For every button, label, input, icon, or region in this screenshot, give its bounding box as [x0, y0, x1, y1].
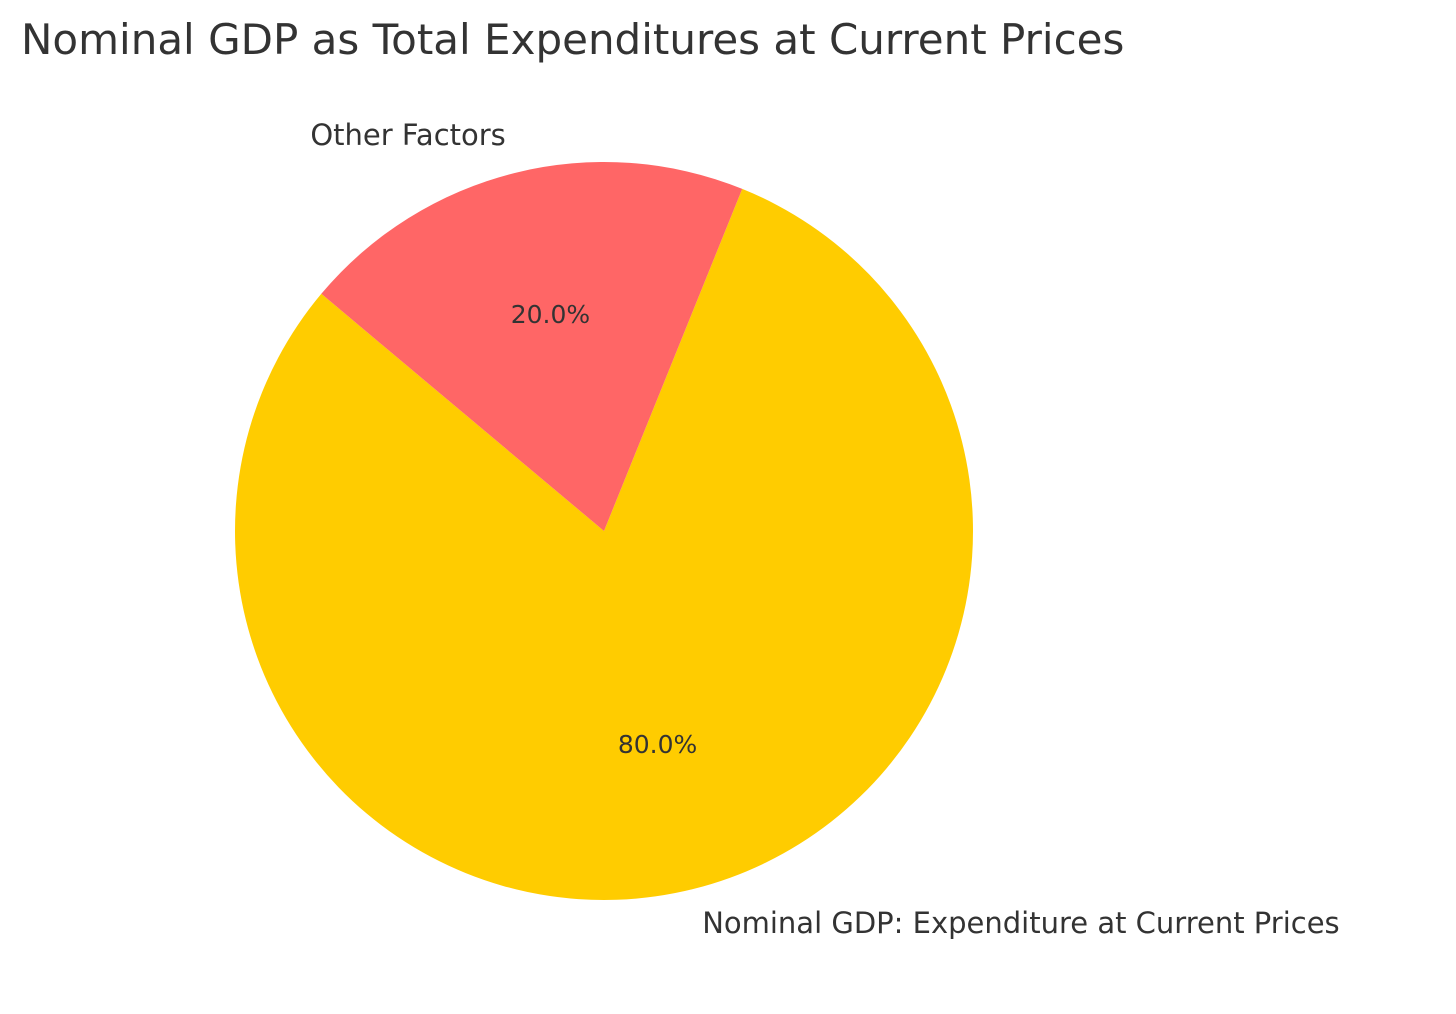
chart-title: Nominal GDP as Total Expenditures at Cur…	[21, 15, 1124, 64]
pie-slice-1	[321, 161, 743, 531]
pie-slices	[234, 161, 973, 901]
pie-slice-0	[234, 188, 973, 901]
pie-slice-label-1: Other Factors	[310, 118, 505, 152]
pie-slice-label-0: Nominal GDP: Expenditure at Current Pric…	[702, 906, 1339, 940]
pie-slice-pct-label-1: 20.0%	[511, 300, 590, 329]
pie-labels: Nominal GDP: Expenditure at Current Pric…	[310, 118, 1339, 940]
pie-slice-pct-label-0: 80.0%	[618, 730, 697, 759]
